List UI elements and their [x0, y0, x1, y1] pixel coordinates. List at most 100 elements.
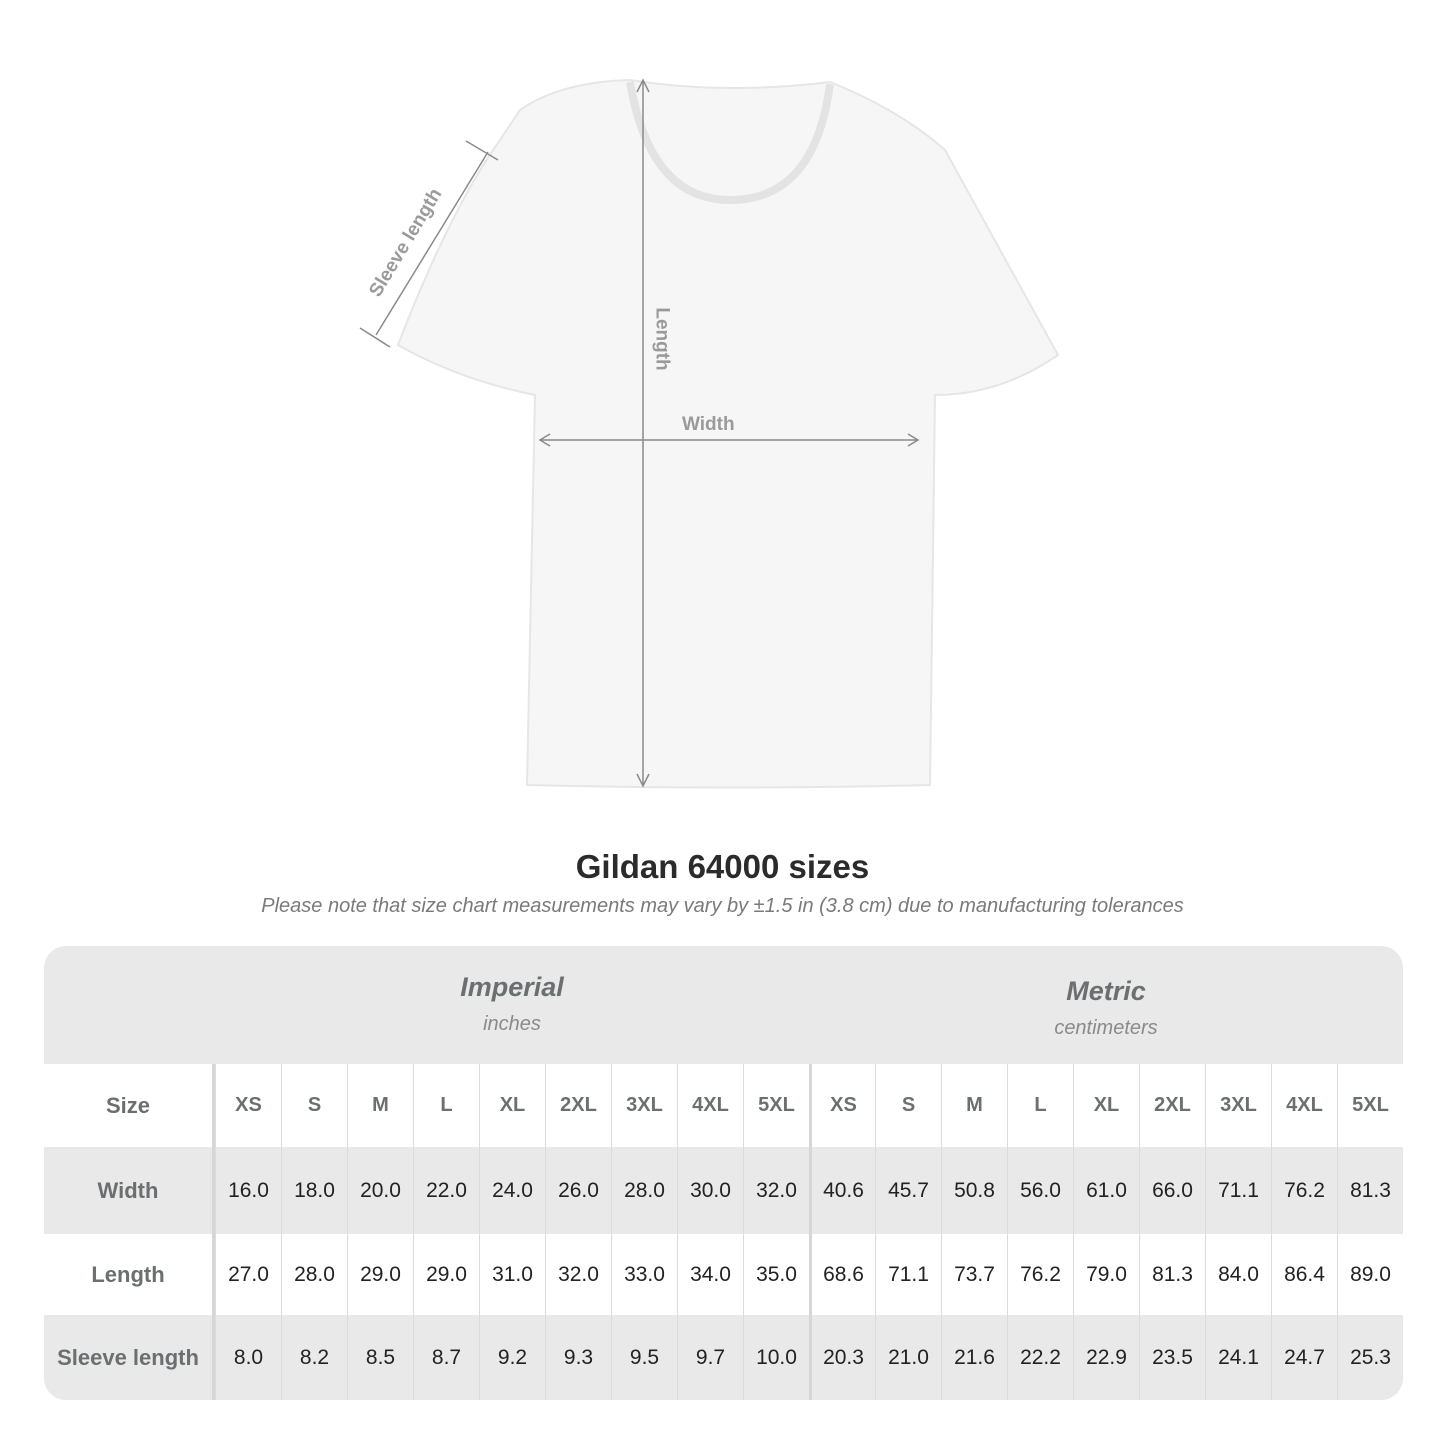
- size-imperial-3xl: 3XL: [611, 1064, 677, 1147]
- table-cell: 81.3: [1337, 1147, 1403, 1234]
- table-cell: 45.7: [875, 1147, 941, 1234]
- table-cell: 81.3: [1139, 1234, 1205, 1315]
- table-cell: 21.0: [875, 1315, 941, 1400]
- size-imperial-l: L: [413, 1064, 479, 1147]
- metric-header: Metric centimeters: [809, 946, 1403, 1064]
- table-cell: 79.0: [1073, 1234, 1139, 1315]
- size-imperial-s: S: [281, 1064, 347, 1147]
- tshirt-collar: [626, 81, 834, 205]
- table-cell: 34.0: [677, 1234, 743, 1315]
- table-cell: 29.0: [413, 1234, 479, 1315]
- table-cell: 32.0: [743, 1147, 809, 1234]
- sleeve-tick-bottom: [359, 327, 391, 348]
- table-cell: 8.0: [215, 1315, 281, 1400]
- table-cell: 24.0: [479, 1147, 545, 1234]
- table-cell: 26.0: [545, 1147, 611, 1234]
- table-cell: 25.3: [1337, 1315, 1403, 1400]
- table-cell: 56.0: [1007, 1147, 1073, 1234]
- table-cell: 8.2: [281, 1315, 347, 1400]
- size-imperial-4xl: 4XL: [677, 1064, 743, 1147]
- table-cell: 28.0: [611, 1147, 677, 1234]
- table-cell: 61.0: [1073, 1147, 1139, 1234]
- size-header: Size: [44, 1064, 215, 1147]
- table-cell: 76.2: [1007, 1234, 1073, 1315]
- table-cell: 76.2: [1271, 1147, 1337, 1234]
- table-cell: 24.1: [1205, 1315, 1271, 1400]
- sleeve-tick-top: [465, 140, 499, 161]
- table-cell: 71.1: [1205, 1147, 1271, 1234]
- table-row: Sleeve length 8.0 8.2 8.5 8.7 9.2 9.3 9.5 9.7 10.…: [44, 1315, 1403, 1400]
- table-cell: 27.0: [215, 1234, 281, 1315]
- table-cell: 22.9: [1073, 1315, 1139, 1400]
- table-cell: 84.0: [1205, 1234, 1271, 1315]
- width-label: Width: [682, 414, 735, 435]
- table-cell: 35.0: [743, 1234, 809, 1315]
- size-metric-s: S: [875, 1064, 941, 1147]
- table-cell: 33.0: [611, 1234, 677, 1315]
- table-cell: 66.0: [1139, 1147, 1205, 1234]
- width-arrow-right: [907, 433, 920, 447]
- length-label: Length: [651, 307, 673, 371]
- table-cell: 32.0: [545, 1234, 611, 1315]
- size-metric-xs: XS: [809, 1064, 875, 1147]
- size-metric-m: M: [941, 1064, 1007, 1147]
- size-table: Imperial inches Metric centimeters Size …: [44, 946, 1403, 1400]
- table-cell: 8.7: [413, 1315, 479, 1400]
- table-cell: 8.5: [347, 1315, 413, 1400]
- table-cell: 22.0: [413, 1147, 479, 1234]
- imperial-header: Imperial inches: [215, 946, 809, 1064]
- table-cell: 22.2: [1007, 1315, 1073, 1400]
- table-cell: 29.0: [347, 1234, 413, 1315]
- table-cell: 9.5: [611, 1315, 677, 1400]
- table-cell: 40.6: [809, 1147, 875, 1234]
- table-cell: 10.0: [743, 1315, 809, 1400]
- tshirt-shape: [396, 78, 1060, 789]
- tolerance-note: Please note that size chart measurements…: [261, 895, 1184, 917]
- table-cell: 68.6: [809, 1234, 875, 1315]
- table-cell: 31.0: [479, 1234, 545, 1315]
- size-imperial-xl: XL: [479, 1064, 545, 1147]
- tshirt-illustration: [359, 78, 1060, 789]
- table-cell: 9.2: [479, 1315, 545, 1400]
- row-label: Length: [44, 1234, 215, 1315]
- table-cell: 30.0: [677, 1147, 743, 1234]
- table-cell: 18.0: [281, 1147, 347, 1234]
- table-cell: 86.4: [1271, 1234, 1337, 1315]
- size-row: Size XS S M L XL 2XL 3XL 4XL 5XL XS S M L XL 2XL 3XL 4XL…: [44, 1064, 1403, 1147]
- row-label: Sleeve length: [44, 1315, 215, 1400]
- size-metric-4xl: 4XL: [1271, 1064, 1337, 1147]
- size-imperial-2xl: 2XL: [545, 1064, 611, 1147]
- table-cell: 73.7: [941, 1234, 1007, 1315]
- table-cell: 20.0: [347, 1147, 413, 1234]
- table-cell: 9.7: [677, 1315, 743, 1400]
- page-title: Gildan 64000 sizes: [575, 848, 870, 885]
- size-metric-xl: XL: [1073, 1064, 1139, 1147]
- sleeve-line: [375, 151, 489, 336]
- table-cell: 89.0: [1337, 1234, 1403, 1315]
- table-cell: 9.3: [545, 1315, 611, 1400]
- size-metric-2xl: 2XL: [1139, 1064, 1205, 1147]
- table-row: Width 16.0 18.0 20.0 22.0 24.0 26.0 28.0 30.0 32.…: [44, 1147, 1403, 1234]
- size-metric-3xl: 3XL: [1205, 1064, 1271, 1147]
- table-cell: 50.8: [941, 1147, 1007, 1234]
- table-cell: 16.0: [215, 1147, 281, 1234]
- length-arrow-bottom: [636, 773, 650, 788]
- row-label: Width: [44, 1147, 215, 1234]
- size-imperial-xs: XS: [215, 1064, 281, 1147]
- table-cell: 28.0: [281, 1234, 347, 1315]
- size-imperial-5xl: 5XL: [743, 1064, 809, 1147]
- metric-unit: centimeters: [1054, 1017, 1158, 1039]
- table-cell: 24.7: [1271, 1315, 1337, 1400]
- table-cell: 71.1: [875, 1234, 941, 1315]
- table-cell: 20.3: [809, 1315, 875, 1400]
- table-row: Length 27.0 28.0 29.0 29.0 31.0 32.0 33.0 34.0 35…: [44, 1234, 1403, 1315]
- imperial-label: Imperial: [460, 972, 564, 1002]
- size-imperial-m: M: [347, 1064, 413, 1147]
- width-arrow-left: [538, 433, 551, 447]
- table-cell: 21.6: [941, 1315, 1007, 1400]
- length-arrow-top: [636, 78, 650, 93]
- metric-label: Metric: [1066, 976, 1146, 1006]
- size-metric-l: L: [1007, 1064, 1073, 1147]
- table-cell: 23.5: [1139, 1315, 1205, 1400]
- imperial-unit: inches: [483, 1013, 541, 1035]
